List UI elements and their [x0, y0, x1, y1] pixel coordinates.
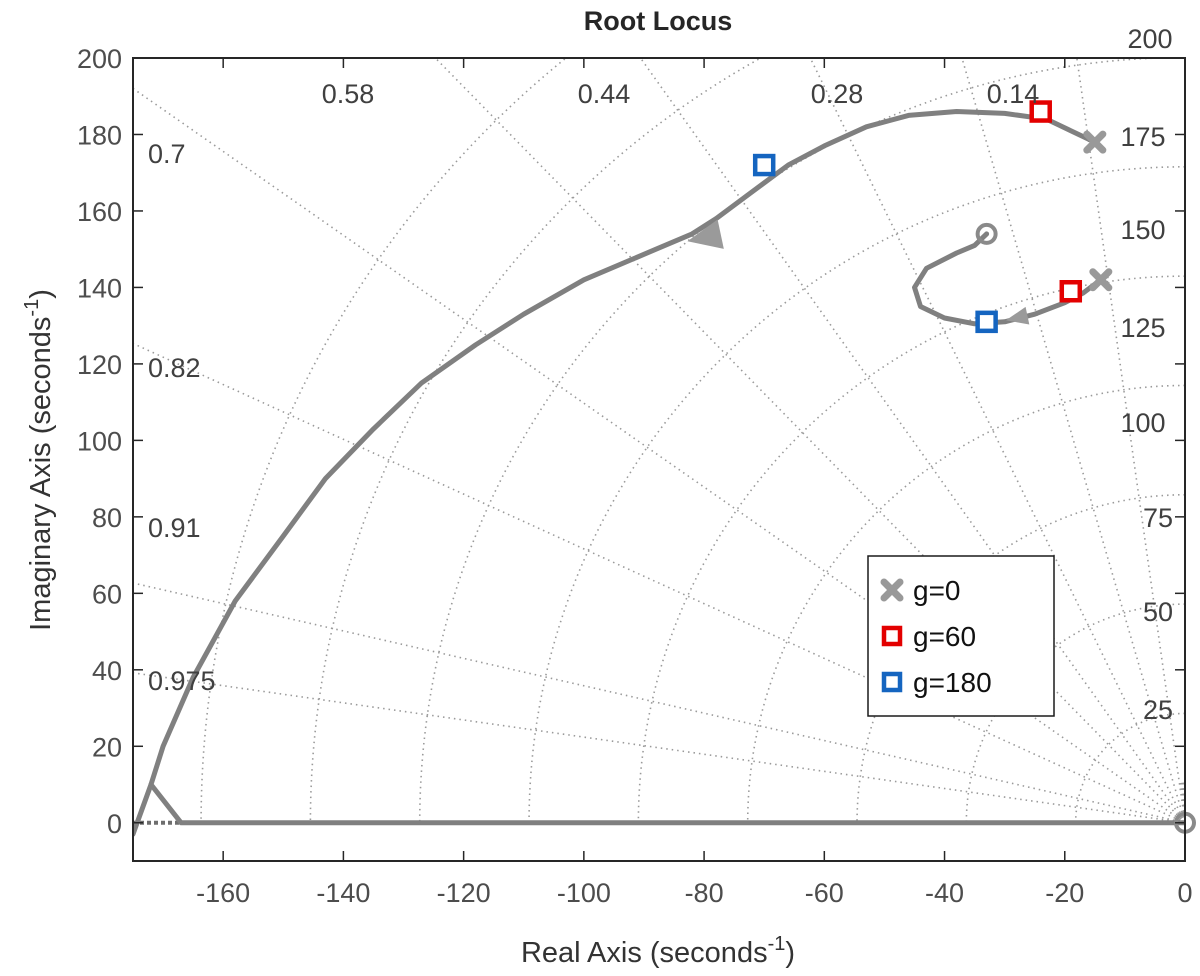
frequency-arc: [418, 58, 1185, 823]
damping-label: 0.7: [148, 139, 186, 169]
legend-label: g=180: [913, 667, 992, 698]
gain-marker-g-180: [975, 310, 998, 334]
y-tick-label: 140: [77, 273, 122, 303]
frequency-label: 200: [1127, 24, 1172, 54]
x-axis-label: Real Axis (seconds-1): [521, 933, 795, 969]
x-axis-label-text: Real Axis (seconds: [521, 937, 768, 969]
frequency-arc: [1074, 712, 1185, 823]
frequency-label: 125: [1120, 313, 1165, 343]
frequency-label: 150: [1120, 215, 1165, 245]
y-axis-label-text: Imaginary Axis (seconds: [25, 317, 57, 631]
frequency-label: 25: [1143, 695, 1173, 725]
pole-marker-stroke: [1083, 130, 1107, 154]
x-tick-label: -60: [805, 878, 844, 908]
x-tick-label: -80: [685, 878, 724, 908]
x-tick-label: -160: [196, 878, 250, 908]
x-axis-exponent: -1: [768, 933, 786, 955]
legend-label: g=60: [913, 621, 976, 652]
legend-marker: [881, 625, 903, 647]
x-tick-label: -120: [437, 878, 491, 908]
x-axis-close-paren: ): [785, 937, 795, 969]
y-tick-label: 200: [77, 44, 122, 74]
y-tick-label: 0: [107, 809, 122, 839]
gain-marker-g-180: [752, 153, 776, 177]
y-tick-label: 120: [77, 350, 122, 380]
gain-marker-g-60: [1029, 100, 1052, 123]
pole-marker-stroke: [1089, 268, 1113, 292]
x-tick-label: -140: [316, 878, 370, 908]
frequency-label: 100: [1120, 408, 1165, 438]
direction-arrow: [1005, 306, 1030, 325]
damping-label: 0.975: [148, 666, 216, 696]
damping-label: 0.82: [148, 353, 201, 383]
damping-label: 0.14: [987, 79, 1040, 109]
y-tick-label: 40: [92, 656, 122, 686]
zero-marker: [975, 222, 998, 245]
y-axis-close-paren: ): [25, 289, 57, 299]
x-tick-label: -100: [557, 878, 611, 908]
x-tick-label: -40: [925, 878, 964, 908]
pole-marker: [1083, 130, 1107, 154]
locus-branch: [133, 782, 154, 837]
axis-ticks: -160 -140 -120 -100 -80 -60 -40 -20 0 0 20 40 60 80 10…: [77, 44, 1193, 908]
direction-arrow: [687, 219, 724, 249]
y-tick-label: 180: [77, 120, 122, 150]
y-tick-label: 20: [92, 732, 122, 762]
frequency-arc: [637, 275, 1185, 823]
sgrid-labels: 0.58 0.44 0.28 0.14 0.7 0.82 0.91 0.975 200 175 15…: [148, 24, 1173, 725]
y-axis-label: Imaginary Axis (seconds-1): [21, 289, 57, 631]
x-tick-label: 0: [1177, 878, 1192, 908]
frequency-arc: [200, 58, 568, 823]
damping-label: 0.58: [322, 79, 375, 109]
y-axis-exponent: -1: [21, 299, 43, 317]
locus-branches: [133, 109, 1185, 837]
y-tick-label: 100: [77, 426, 122, 456]
frequency-arc: [746, 384, 1185, 823]
damping-label: 0.44: [578, 79, 631, 109]
legend-label: g=0: [913, 575, 961, 606]
pole-marker: [880, 578, 904, 602]
chart-title: Root Locus: [584, 6, 733, 36]
y-tick-label: 60: [92, 579, 122, 609]
frequency-arc: [528, 166, 1185, 823]
frequency-label: 175: [1120, 122, 1165, 152]
gain-marker-g-60: [1059, 280, 1083, 303]
locus-branch: [912, 231, 1104, 327]
pole-marker: [1089, 268, 1113, 292]
legend: g=0 g=60 g=180: [867, 555, 1055, 717]
locus-branch: [148, 109, 1185, 826]
y-tick-label: 80: [92, 503, 122, 533]
plot-frame: [132, 57, 1186, 862]
pole-marker-stroke: [880, 578, 904, 602]
gain-markers: [752, 100, 1196, 834]
y-tick-label: 160: [77, 197, 122, 227]
frequency-label: 75: [1143, 503, 1173, 533]
x-tick-label: -20: [1045, 878, 1084, 908]
frequency-label: 50: [1143, 597, 1173, 627]
frequency-arc: [309, 58, 763, 823]
damping-label: 0.91: [148, 513, 201, 543]
damping-label: 0.28: [811, 79, 864, 109]
legend-marker: [881, 671, 903, 693]
